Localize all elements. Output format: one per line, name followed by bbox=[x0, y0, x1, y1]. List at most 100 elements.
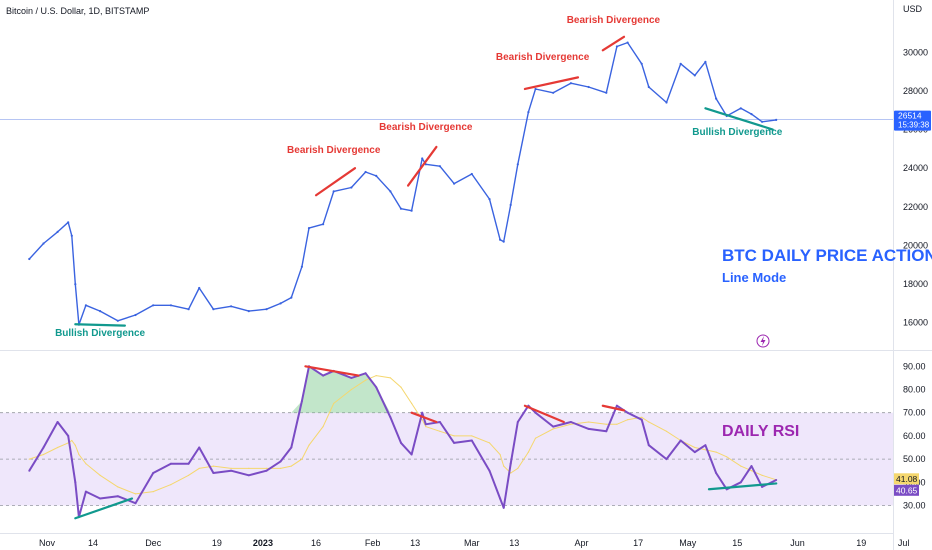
bullish-divergence-line-rsi-2 bbox=[707, 482, 778, 491]
rsi-badge bbox=[894, 484, 919, 496]
time-tick-label: Apr bbox=[575, 538, 589, 548]
rsi-point bbox=[516, 421, 519, 423]
flash-icon-bolt bbox=[760, 336, 766, 346]
rsi-ma-point bbox=[726, 456, 728, 458]
rsi-ma-point bbox=[665, 430, 668, 432]
rsi-point bbox=[84, 490, 87, 493]
rsi-ma-point bbox=[152, 491, 154, 493]
rsi-tick-label: 50.00 bbox=[903, 454, 926, 464]
rsi-title: DAILY RSI bbox=[722, 423, 799, 440]
price-point bbox=[421, 157, 424, 160]
symbol-title: Bitcoin / U.S. Dollar, 1D, BITSTAMP bbox=[6, 6, 150, 16]
rsi-point bbox=[750, 465, 753, 468]
price-point bbox=[552, 91, 555, 94]
currency-label: USD bbox=[903, 4, 923, 14]
price-point bbox=[332, 190, 335, 193]
rsi-point bbox=[615, 404, 618, 407]
price-point bbox=[230, 305, 233, 308]
rsi-ma-point bbox=[188, 474, 190, 476]
last-price-value: 26514 bbox=[898, 111, 922, 121]
price-point bbox=[715, 97, 718, 100]
rsi-ma-point bbox=[71, 439, 73, 442]
rsi-ma-point bbox=[28, 458, 30, 460]
rsi-ma-point bbox=[74, 444, 76, 446]
time-tick-label: 2023 bbox=[253, 538, 273, 548]
rsi-point bbox=[265, 469, 268, 472]
rsi-ma-point bbox=[534, 437, 537, 439]
rsi-ma-point bbox=[588, 421, 590, 423]
divergence-label: Bearish Divergence bbox=[287, 145, 381, 156]
rsi-ma-point bbox=[605, 423, 607, 425]
rsi-badge-value: 40.65 bbox=[896, 485, 918, 495]
rsi-point bbox=[438, 421, 441, 423]
rsi-point bbox=[375, 386, 378, 389]
price-point bbox=[152, 304, 155, 307]
rsi-ma-point bbox=[439, 430, 441, 432]
price-point bbox=[750, 113, 753, 116]
time-tick-label: 17 bbox=[633, 538, 643, 548]
rsi-point bbox=[679, 439, 682, 442]
price-point bbox=[169, 304, 172, 307]
price-point bbox=[488, 198, 491, 201]
time-tick-label: Mar bbox=[464, 538, 480, 548]
rsi-tick-label: 30.00 bbox=[903, 501, 926, 511]
rsi-point bbox=[70, 458, 73, 461]
rsi-point bbox=[640, 418, 643, 421]
time-tick-label: 13 bbox=[410, 538, 420, 548]
rsi-point bbox=[290, 446, 293, 449]
rsi-point bbox=[647, 444, 650, 447]
bullish-divergence-line-price-1 bbox=[74, 323, 126, 327]
rsi-point bbox=[552, 425, 555, 428]
price-tick-label: 16000 bbox=[903, 318, 928, 328]
divergence-label: Bullish Divergence bbox=[55, 328, 145, 339]
price-tick-label: 20000 bbox=[903, 240, 928, 250]
rsi-ma-point bbox=[265, 467, 268, 469]
price-point bbox=[534, 87, 537, 91]
bearish-divergence-line-price-2 bbox=[406, 145, 438, 187]
time-tick-label: Jul bbox=[898, 538, 910, 548]
rsi-ma-point bbox=[425, 426, 427, 428]
rsi-ma-point bbox=[85, 463, 87, 465]
overlay-title: BTC DAILY PRICE ACTION bbox=[722, 246, 932, 265]
divergence-label: Bearish Divergence bbox=[567, 15, 661, 26]
time-tick-label: Jun bbox=[790, 538, 805, 548]
price-point bbox=[265, 308, 268, 311]
rsi-tick-label: 70.00 bbox=[903, 408, 926, 418]
price-point bbox=[509, 203, 512, 206]
rsi-point bbox=[56, 421, 59, 423]
price-point bbox=[389, 190, 392, 193]
rsi-overbought-fill bbox=[291, 366, 391, 413]
rsi-point bbox=[364, 372, 367, 375]
rsi-point bbox=[509, 462, 512, 465]
price-point bbox=[84, 304, 87, 307]
price-point bbox=[350, 186, 353, 189]
rsi-point bbox=[74, 481, 77, 484]
rsi-ma-point bbox=[230, 467, 232, 469]
divergence-label: Bearish Divergence bbox=[379, 122, 473, 133]
rsi-ma-point bbox=[170, 484, 172, 486]
price-tick-label: 30000 bbox=[903, 47, 928, 57]
rsi-tick-label: 80.00 bbox=[903, 385, 926, 395]
rsi-ma-point bbox=[301, 458, 303, 460]
price-point bbox=[116, 319, 119, 322]
price-point bbox=[364, 170, 367, 174]
rsi-point bbox=[152, 472, 155, 474]
rsi-point bbox=[424, 423, 427, 426]
bullish-divergence-line-price-2 bbox=[704, 107, 774, 131]
rsi-ma-point bbox=[761, 474, 763, 476]
rsi-point bbox=[322, 374, 325, 377]
rsi-point bbox=[350, 376, 353, 379]
rsi-ma-point bbox=[570, 423, 572, 425]
rsi-point bbox=[279, 460, 282, 463]
rsi-point bbox=[715, 472, 718, 474]
price-point bbox=[569, 82, 573, 85]
price-point bbox=[70, 234, 73, 237]
rsi-ma-point bbox=[740, 465, 742, 467]
price-point bbox=[56, 230, 59, 233]
price-point bbox=[410, 209, 413, 212]
rsi-ma-badge-value: 41.08 bbox=[896, 474, 918, 484]
rsi-point bbox=[502, 506, 505, 509]
price-point bbox=[775, 118, 778, 121]
time-tick-label: 19 bbox=[212, 538, 222, 548]
